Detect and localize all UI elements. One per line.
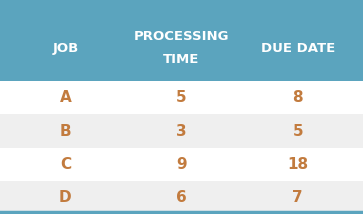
Bar [0, 148, 363, 181]
Text: TIME: TIME [163, 54, 200, 66]
Text: 3: 3 [176, 123, 187, 139]
Text: D: D [59, 190, 72, 205]
Text: 6: 6 [176, 190, 187, 205]
Text: 18: 18 [287, 157, 308, 172]
Bar [0, 181, 363, 214]
Text: B: B [60, 123, 71, 139]
Bar [0, 0, 363, 81]
Text: 5: 5 [292, 123, 303, 139]
Text: 8: 8 [292, 90, 303, 106]
Text: A: A [60, 90, 71, 106]
Text: 9: 9 [176, 157, 187, 172]
Text: 7: 7 [292, 190, 303, 205]
Bar [0, 114, 363, 148]
Text: 5: 5 [176, 90, 187, 106]
Text: DUE DATE: DUE DATE [261, 42, 335, 55]
Bar [0, 81, 363, 114]
Text: C: C [60, 157, 71, 172]
Text: JOB: JOB [52, 42, 78, 55]
Text: PROCESSING: PROCESSING [134, 30, 229, 43]
